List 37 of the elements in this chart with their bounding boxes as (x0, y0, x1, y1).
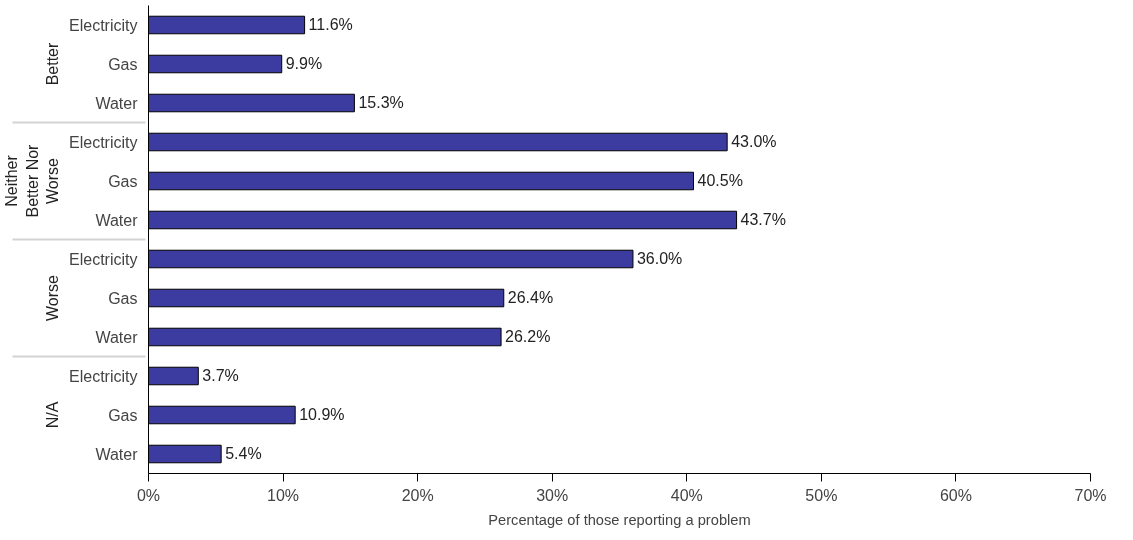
x-tick-label: 0% (136, 486, 161, 504)
data-label: 36.0% (636, 250, 683, 267)
y-tick-label: Water (95, 94, 139, 112)
x-tick-label: 70% (1074, 486, 1107, 504)
y-tick-label: Gas (108, 289, 138, 307)
y-tick-label: Gas (108, 406, 138, 424)
x-tick-label: 40% (670, 486, 703, 504)
data-label: 10.9% (299, 406, 345, 423)
data-label: 11.6% (308, 16, 353, 33)
x-tick-label: 20% (401, 486, 434, 504)
text: Worse (44, 274, 62, 321)
text: Better (44, 41, 62, 86)
y-tick-label: Electricity (69, 367, 138, 385)
x-tick-label: 50% (805, 486, 838, 504)
x-tick-label: 30% (536, 486, 569, 504)
y-tick-label: Gas (108, 55, 138, 73)
y-tick-label: Gas (108, 172, 138, 190)
y-tick-label: Electricity (69, 250, 138, 268)
data-label: 43.7% (740, 211, 786, 228)
data-label: 3.7% (202, 367, 239, 384)
x-axis-title: Percentage of those reporting a problem (488, 511, 751, 528)
y-tick-label: Water (95, 328, 139, 346)
y-tick-label: Water (95, 445, 139, 463)
text: Neither Better Nor Worse (3, 143, 62, 218)
x-tick-label: 10% (267, 486, 300, 504)
data-label: 26.2% (505, 328, 551, 345)
data-label: 5.4% (225, 445, 262, 462)
text: N/A (44, 401, 62, 429)
data-label: 43.0% (731, 133, 777, 150)
y-tick-label: Electricity (69, 16, 138, 34)
data-label: 40.5% (697, 172, 743, 189)
y-tick-label: Water (95, 211, 139, 229)
data-label: 15.3% (358, 94, 404, 111)
y-tick-label: Electricity (69, 133, 138, 151)
x-tick-label: 60% (939, 486, 972, 504)
data-label: 9.9% (285, 55, 323, 72)
data-label: 26.4% (507, 289, 554, 306)
